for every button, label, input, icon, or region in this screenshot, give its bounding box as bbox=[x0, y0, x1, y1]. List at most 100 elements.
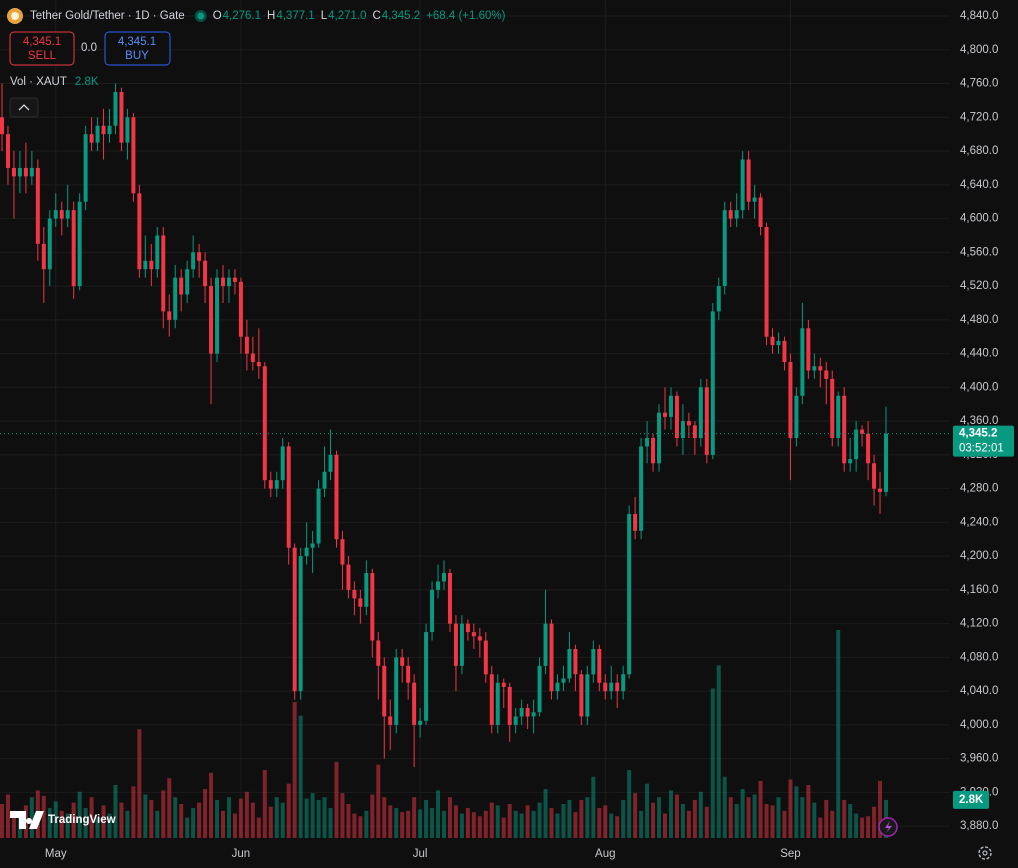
candle-body bbox=[292, 547, 297, 692]
candle-body bbox=[884, 433, 888, 492]
volume-bar bbox=[179, 804, 184, 838]
candle-body bbox=[645, 437, 650, 447]
volume-bar bbox=[591, 776, 596, 838]
volume-bar bbox=[579, 799, 584, 838]
volume-bar bbox=[555, 813, 560, 838]
candle-body bbox=[459, 623, 464, 666]
candle-body bbox=[203, 260, 208, 287]
candle-body bbox=[447, 573, 452, 624]
candle-body bbox=[17, 167, 22, 177]
volume-bar bbox=[424, 799, 429, 838]
last-price-tag bbox=[953, 425, 1014, 457]
volume-bar bbox=[800, 797, 805, 838]
candle-body bbox=[173, 277, 178, 320]
y-tick-label: 4,160.0 bbox=[960, 584, 998, 596]
volume-bar bbox=[131, 786, 136, 838]
volume-bar bbox=[603, 805, 608, 838]
brand-logo bbox=[10, 811, 44, 829]
volume-bar bbox=[471, 812, 476, 838]
volume-bar bbox=[561, 804, 566, 838]
sell-price: 4,345.1 bbox=[23, 36, 61, 48]
candle-body bbox=[424, 632, 429, 721]
candle-body bbox=[842, 395, 847, 464]
candle-body bbox=[513, 716, 518, 725]
candle-body bbox=[244, 336, 249, 354]
volume-bar bbox=[788, 779, 793, 838]
candle-body bbox=[776, 340, 781, 346]
volume-bar bbox=[328, 808, 333, 838]
candle-body bbox=[89, 134, 94, 143]
volume-bar bbox=[209, 772, 214, 838]
y-tick-label: 3,960.0 bbox=[960, 753, 998, 765]
candle-body bbox=[597, 648, 602, 683]
volume-bar bbox=[5, 794, 10, 838]
countdown: 03:52:01 bbox=[959, 443, 1004, 455]
brand-name: TradingView bbox=[48, 814, 116, 826]
y-tick-label: 4,040.0 bbox=[960, 685, 998, 697]
candle-body bbox=[298, 556, 303, 692]
volume-bar bbox=[686, 810, 691, 838]
candle-body bbox=[286, 446, 291, 548]
volume-bar bbox=[364, 810, 369, 838]
volume-bar bbox=[513, 810, 518, 838]
candle-body bbox=[71, 210, 76, 287]
candle-body bbox=[412, 682, 417, 725]
candle-body bbox=[573, 648, 578, 675]
y-tick-label: 4,800.0 bbox=[960, 44, 998, 56]
ohlc-value: 4,276.1 bbox=[223, 10, 261, 22]
volume-bar bbox=[866, 816, 871, 838]
candle-body bbox=[418, 720, 423, 725]
candle-body bbox=[686, 421, 691, 426]
candle-body bbox=[663, 412, 667, 417]
ohlc-value: 4,345.2 bbox=[382, 10, 420, 22]
volume-bar bbox=[292, 702, 297, 838]
volume-bar bbox=[316, 799, 321, 838]
collapse-button[interactable] bbox=[9, 97, 39, 118]
volume-bar bbox=[250, 802, 255, 838]
sell-button[interactable] bbox=[9, 31, 75, 66]
candle-body bbox=[346, 564, 351, 590]
buy-button[interactable] bbox=[104, 31, 171, 66]
volume-bar bbox=[173, 797, 178, 838]
candle-body bbox=[11, 167, 16, 177]
volume-bar bbox=[878, 780, 883, 838]
candle-body bbox=[250, 353, 255, 363]
candle-body bbox=[382, 665, 387, 717]
market-status-dot bbox=[197, 12, 205, 20]
collapse-icon bbox=[18, 104, 30, 111]
candle-body bbox=[316, 488, 321, 544]
candle-body bbox=[818, 366, 823, 371]
y-tick-label: 4,120.0 bbox=[960, 618, 998, 630]
volume-bar bbox=[280, 802, 285, 838]
candle-body bbox=[83, 134, 88, 202]
volume-bar bbox=[137, 729, 142, 838]
volume-bar bbox=[400, 812, 405, 838]
candle-body bbox=[531, 712, 536, 717]
candle-body bbox=[830, 378, 835, 438]
candle-body bbox=[453, 623, 458, 666]
volume-bar bbox=[806, 784, 811, 838]
candle-body bbox=[436, 581, 441, 590]
settings-icon[interactable] bbox=[978, 846, 992, 860]
candle-body bbox=[77, 201, 82, 287]
candle-body bbox=[603, 682, 608, 692]
spread: 0.0 bbox=[81, 42, 97, 54]
candle-body bbox=[370, 573, 375, 641]
volume-bar bbox=[89, 797, 94, 838]
volume-bar bbox=[609, 813, 614, 838]
x-tick-label: Jul bbox=[413, 848, 428, 860]
candle-body bbox=[95, 125, 100, 143]
candle-body bbox=[836, 395, 841, 438]
candle-body bbox=[406, 665, 411, 683]
candle-body bbox=[143, 260, 148, 270]
candle-body bbox=[310, 543, 315, 548]
volume-bar bbox=[633, 793, 638, 838]
candle-body bbox=[579, 674, 584, 717]
volume-bar bbox=[627, 770, 632, 838]
candle-body bbox=[125, 117, 130, 143]
y-tick-label: 4,680.0 bbox=[960, 145, 998, 157]
volume-bar bbox=[430, 808, 435, 838]
candle-body bbox=[621, 674, 626, 692]
candle-body bbox=[806, 328, 811, 371]
